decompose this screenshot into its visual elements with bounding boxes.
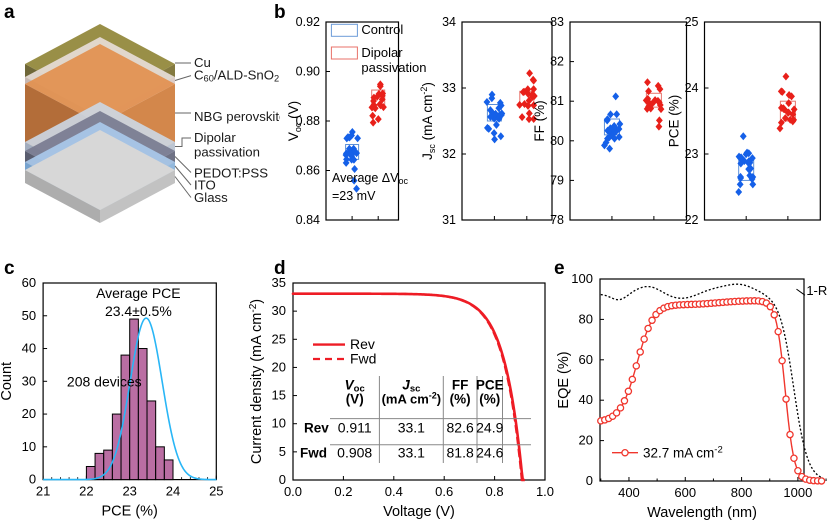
svg-text:1-R: 1-R [806, 283, 827, 298]
svg-text:0: 0 [586, 473, 593, 488]
svg-text:800: 800 [731, 485, 753, 500]
svg-text:EQE (%): EQE (%) [556, 351, 572, 408]
svg-text:60: 60 [579, 352, 593, 367]
svg-text:Wavelength (nm): Wavelength (nm) [647, 505, 757, 521]
svg-text:100: 100 [571, 271, 593, 286]
svg-text:400: 400 [618, 485, 640, 500]
svg-text:1000: 1000 [783, 485, 812, 500]
svg-text:40: 40 [579, 392, 593, 407]
svg-text:80: 80 [579, 311, 593, 326]
svg-text:32.7 mA cm-2: 32.7 mA cm-2 [643, 445, 723, 461]
svg-text:600: 600 [674, 485, 696, 500]
svg-text:20: 20 [579, 433, 593, 448]
